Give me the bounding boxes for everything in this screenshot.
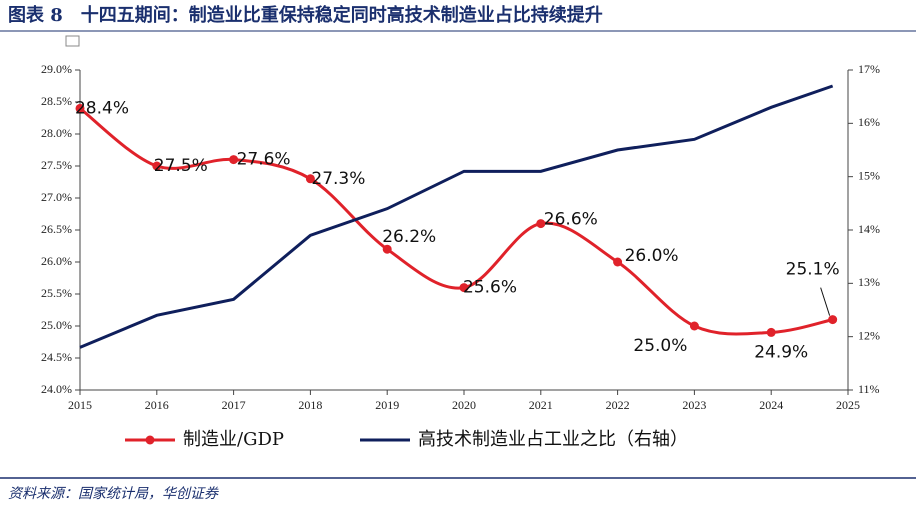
- point: [305, 174, 315, 184]
- y-tick-label: 25.0%: [41, 318, 72, 332]
- y2-tick-label: 16%: [858, 115, 880, 129]
- point: [382, 244, 392, 254]
- data-label: 26.6%: [544, 210, 598, 230]
- y2-tick-label: 14%: [858, 222, 880, 236]
- y2-tick-label: 15%: [858, 168, 880, 182]
- source: 资料来源：国家统计局，华创证券: [8, 486, 219, 502]
- data-label: 27.6%: [237, 150, 291, 170]
- chart-title: 图表 8 十四五期间：制造业比重保持稳定同时高技术制造业占比持续提升: [8, 4, 603, 26]
- data-label: 26.2%: [382, 227, 436, 247]
- y-tick-label: 26.0%: [41, 254, 72, 268]
- x-tick-label: 2025: [836, 398, 860, 412]
- x-tick-label: 2019: [375, 398, 399, 412]
- point: [766, 327, 776, 337]
- icon: [65, 35, 80, 47]
- point: [459, 283, 469, 293]
- data-label: 26.0%: [625, 246, 679, 266]
- x-tick-label: 2021: [529, 398, 553, 412]
- data-label: 27.3%: [311, 169, 365, 189]
- x-tick-label: 2024: [759, 398, 783, 412]
- y-tick-label: 25.5%: [41, 286, 72, 300]
- y-tick-label: 28.0%: [41, 126, 72, 140]
- y2-tick-label: 13%: [858, 275, 880, 289]
- data-label: 27.5%: [154, 156, 208, 176]
- y-tick-label: 26.5%: [41, 222, 72, 236]
- y2-tick-label: 11%: [858, 382, 880, 396]
- data-label: 25.6%: [463, 278, 517, 298]
- data-label: 25.1%: [786, 260, 840, 280]
- legend-marker: [145, 435, 155, 445]
- x-tick-label: 2022: [606, 398, 630, 412]
- y2-tick-label: 12%: [858, 328, 880, 342]
- x-tick-label: 2016: [145, 398, 169, 412]
- legend-label: 高技术制造业占工业之比（右轴）: [418, 429, 688, 450]
- x-tick-label: 2018: [298, 398, 322, 412]
- point: [613, 257, 623, 267]
- point: [689, 321, 699, 331]
- data-label: 25.0%: [633, 336, 687, 356]
- data-label: 24.9%: [754, 342, 808, 362]
- point: [75, 103, 85, 113]
- y-tick-label: 28.5%: [41, 94, 72, 108]
- y-tick-label: 29.0%: [41, 62, 72, 76]
- y-tick-label: 24.0%: [41, 382, 72, 396]
- series-line: [79, 84, 834, 349]
- x-tick-label: 2015: [68, 398, 92, 412]
- point: [152, 161, 162, 171]
- series-line: [79, 107, 833, 336]
- x-tick-label: 2023: [682, 398, 706, 412]
- x-tick-label: 2020: [452, 398, 476, 412]
- data-label: 28.4%: [75, 98, 129, 118]
- point: [828, 315, 838, 325]
- legend-label: 制造业/GDP: [183, 429, 284, 450]
- y-tick-label: 27.5%: [41, 158, 72, 172]
- y2-tick-label: 17%: [858, 62, 880, 76]
- y-tick-label: 27.0%: [41, 190, 72, 204]
- annotation-arrow: [820, 287, 831, 316]
- point: [536, 219, 546, 229]
- y-tick-label: 24.5%: [41, 350, 72, 364]
- point: [229, 155, 239, 165]
- x-tick-label: 2017: [222, 398, 246, 412]
